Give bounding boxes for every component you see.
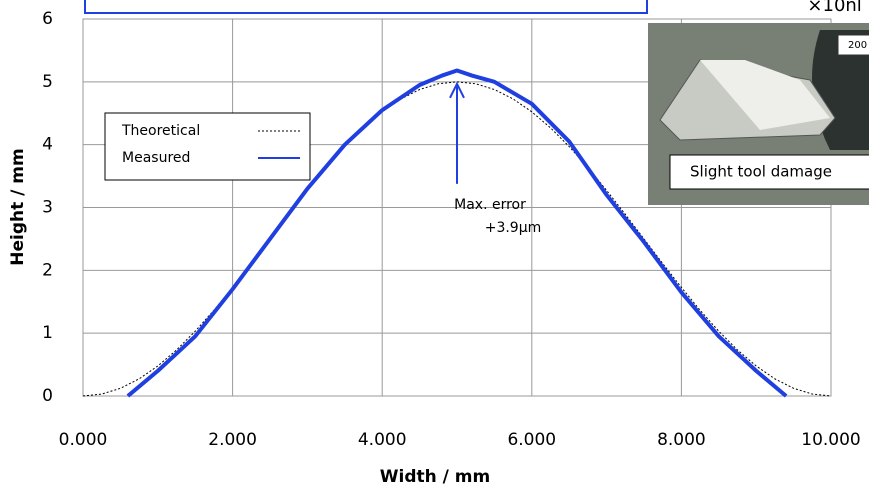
y-tick-label: 1: [42, 323, 53, 343]
legend-label: Theoretical: [121, 123, 200, 139]
scale-box: [837, 34, 869, 56]
y-tick-label: 4: [42, 135, 53, 155]
y-axis-label: Height / mm: [8, 148, 28, 265]
inset-label-box: [669, 154, 869, 190]
y-tick-label: 3: [42, 198, 53, 218]
x-tick-label: 10.000: [801, 430, 860, 450]
x-tick-label: 0.000: [59, 430, 108, 450]
annotation-text: +3.9µm: [485, 220, 542, 236]
y-tick-label: 6: [42, 9, 53, 29]
legend-box: [104, 112, 311, 181]
x-tick-label: 6.000: [507, 430, 556, 450]
x-tick-label: 2.000: [208, 430, 257, 450]
legend-label: Measured: [122, 150, 190, 166]
scale-label: 200: [848, 40, 867, 51]
y-tick-label: 5: [42, 72, 53, 92]
y-tick-label: 0: [42, 386, 53, 406]
annotation-text: Max. error: [454, 197, 526, 213]
series-line: [126, 68, 788, 398]
x-tick-label: 8.000: [657, 430, 706, 450]
y-tick-label: 2: [42, 260, 53, 280]
inset-label: Slight tool damage: [690, 163, 832, 181]
x-axis-label: Width / mm: [380, 467, 490, 487]
annotation-arrowhead: [449, 81, 465, 99]
header-box: [84, 0, 648, 14]
x-tick-label: 4.000: [358, 430, 407, 450]
series-line: [82, 81, 832, 397]
corner-text: ×10nl mm: [807, 0, 869, 16]
tool-face: [700, 60, 830, 130]
